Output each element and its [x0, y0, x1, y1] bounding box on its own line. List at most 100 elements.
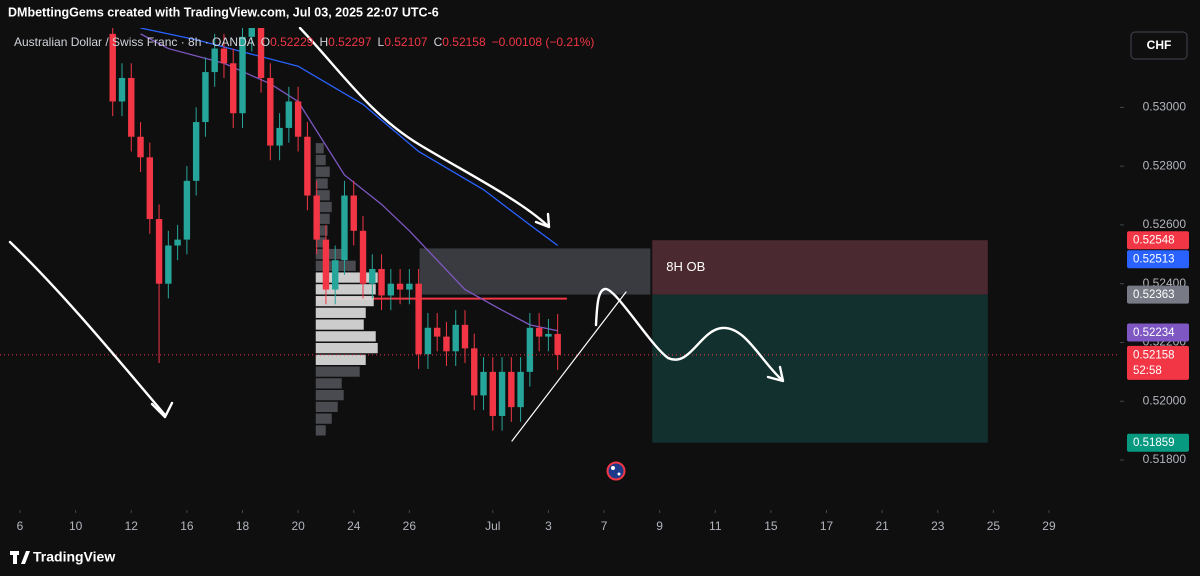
candle-body — [322, 239, 330, 290]
candle-body — [146, 157, 154, 220]
candle-body — [211, 48, 218, 73]
profile-bar — [315, 272, 378, 283]
candle-body — [461, 324, 469, 349]
candle-body — [517, 371, 524, 408]
profile-bar — [315, 237, 326, 248]
candle-body — [128, 77, 135, 137]
x-tick-label: 7 — [601, 519, 608, 533]
price-tag — [1127, 250, 1189, 269]
zone — [419, 248, 651, 295]
profile-bar — [315, 378, 342, 389]
x-tick-label: 10 — [69, 519, 83, 533]
candle-body — [554, 333, 561, 355]
price-tags: 0.52548 0.52513 0.52363 0.52234 0.52158 52:58… — [1127, 231, 1189, 452]
candle-body — [415, 283, 422, 355]
profile-bar — [315, 178, 328, 189]
candle-body — [285, 101, 293, 128]
profile-bar — [315, 425, 326, 436]
ohlc-key: H — [319, 35, 328, 49]
candle-body — [109, 33, 116, 102]
profile-bar — [315, 284, 376, 295]
candle-body — [137, 136, 144, 158]
candle-body — [406, 283, 413, 290]
candle-body — [508, 371, 515, 408]
price-tag — [1127, 323, 1189, 342]
candle-body — [341, 195, 348, 261]
x-tick-label: 9 — [656, 519, 663, 533]
profile-bar — [315, 213, 330, 224]
candles — [0, 28, 1120, 431]
x-tick-label: 21 — [875, 519, 889, 533]
candle-body — [257, 28, 265, 78]
x-tick-label: 11 — [709, 519, 722, 533]
candle-body — [359, 230, 367, 284]
arrow-head — [150, 401, 174, 419]
x-tick-label: 18 — [236, 519, 250, 533]
header-title: DMbettingGems created with TradingView.c… — [8, 5, 439, 19]
profile-bar — [315, 401, 338, 413]
candle-body — [424, 327, 432, 355]
ohlc-value: 0.52229 — [270, 35, 314, 49]
candle-body — [471, 348, 478, 396]
profile-bar — [315, 143, 324, 154]
candle-body — [433, 327, 441, 337]
x-tick-label: 15 — [764, 519, 778, 533]
candle-body — [155, 219, 163, 284]
candle-body — [230, 63, 237, 114]
y-tick-label: 0.52600 — [1143, 217, 1187, 231]
candle-body — [332, 260, 339, 290]
arrow — [298, 26, 550, 228]
top-bar — [0, 0, 1200, 27]
candle-body — [489, 371, 496, 416]
x-tick-label: 12 — [125, 519, 139, 533]
x-tick-label: 20 — [291, 519, 305, 533]
candle-body — [183, 180, 191, 240]
arrow — [8, 240, 167, 417]
axes: 0.530000.528000.526000.524000.522000.520… — [17, 100, 1187, 534]
candle-body — [369, 269, 376, 284]
candle-body — [267, 77, 274, 146]
candle-body — [276, 127, 283, 146]
profile-bar — [315, 154, 326, 166]
arrow-head — [766, 365, 785, 383]
footer-brand: TradingView — [33, 549, 115, 565]
candle-body — [220, 48, 228, 64]
x-tick-label: 17 — [820, 519, 834, 533]
x-tick-label: 6 — [17, 519, 24, 533]
profile-bar — [315, 331, 376, 342]
ohlc-value: 0.52107 — [384, 35, 428, 49]
moving-average — [140, 28, 559, 247]
candle-body — [304, 136, 311, 196]
candle-body — [294, 101, 302, 137]
zone-label: 8H OB — [666, 259, 705, 274]
flag-icon — [606, 461, 626, 481]
price-tag-label: 0.52548 — [1133, 235, 1175, 247]
profile-bar — [315, 190, 330, 201]
candle-body — [202, 72, 209, 123]
x-tick-label: 16 — [180, 519, 194, 533]
candle-body — [192, 122, 200, 181]
ohlc-value: 0.52297 — [328, 35, 372, 49]
candle-body — [526, 327, 534, 372]
candle-body — [452, 324, 459, 352]
currency-button[interactable] — [1130, 31, 1188, 60]
price-tag-label: 0.52363 — [1133, 289, 1175, 301]
y-tick-label: 0.51800 — [1143, 452, 1187, 466]
price-tag — [1127, 285, 1189, 304]
profile-bar — [315, 295, 374, 307]
y-tick-label: 0.53000 — [1143, 100, 1187, 114]
legend: Australian Dollar / Swiss Franc · 8h · O… — [14, 35, 594, 49]
candle-body — [545, 333, 552, 337]
profile-bar — [315, 390, 344, 401]
x-tick-label: 29 — [1042, 519, 1056, 533]
projection — [594, 287, 784, 382]
footer-logo — [10, 551, 30, 564]
x-tick-label: 23 — [931, 519, 945, 533]
y-tick-label: 0.52800 — [1143, 158, 1187, 172]
price-tag — [1127, 231, 1189, 250]
profile-bar — [315, 413, 332, 424]
price-tag-label: 0.52513 — [1133, 254, 1175, 266]
drawings — [8, 26, 785, 442]
